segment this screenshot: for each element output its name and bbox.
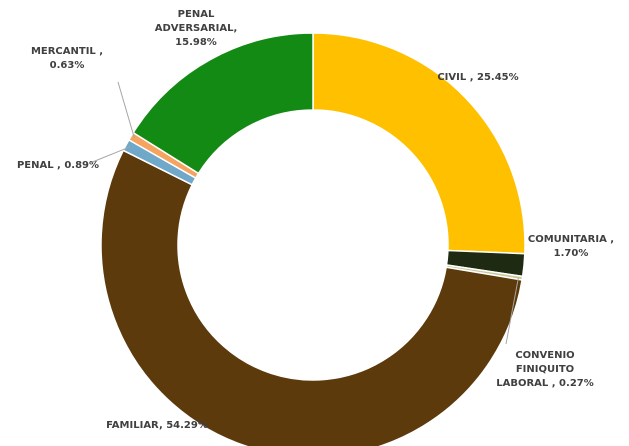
label-mercantil: MERCANTIL , 0.63% [31,46,103,71]
label-convenio-finiquito-laboral: CONVENIO FINIQUITO LABORAL , 0.27% [496,350,594,389]
leader-line-mercantil [117,81,135,139]
label-civil: CIVIL , 25.45% [437,72,518,83]
leader-line-convenio-finiquito-laboral [505,277,519,345]
label-penal: PENAL , 0.89% [17,160,99,171]
label-comunitaria: COMUNITARIA , 1.70% [528,234,614,259]
leader-line-penal [89,146,130,164]
slice-familiar [100,149,523,446]
label-familiar: FAMILIAR, 54.29% [106,420,208,431]
slice-civil [312,32,526,255]
label-penal-adversarial: PENAL ADVERSARIAL, 15.98% [155,9,238,48]
slice-penal-adversarial [132,32,314,175]
